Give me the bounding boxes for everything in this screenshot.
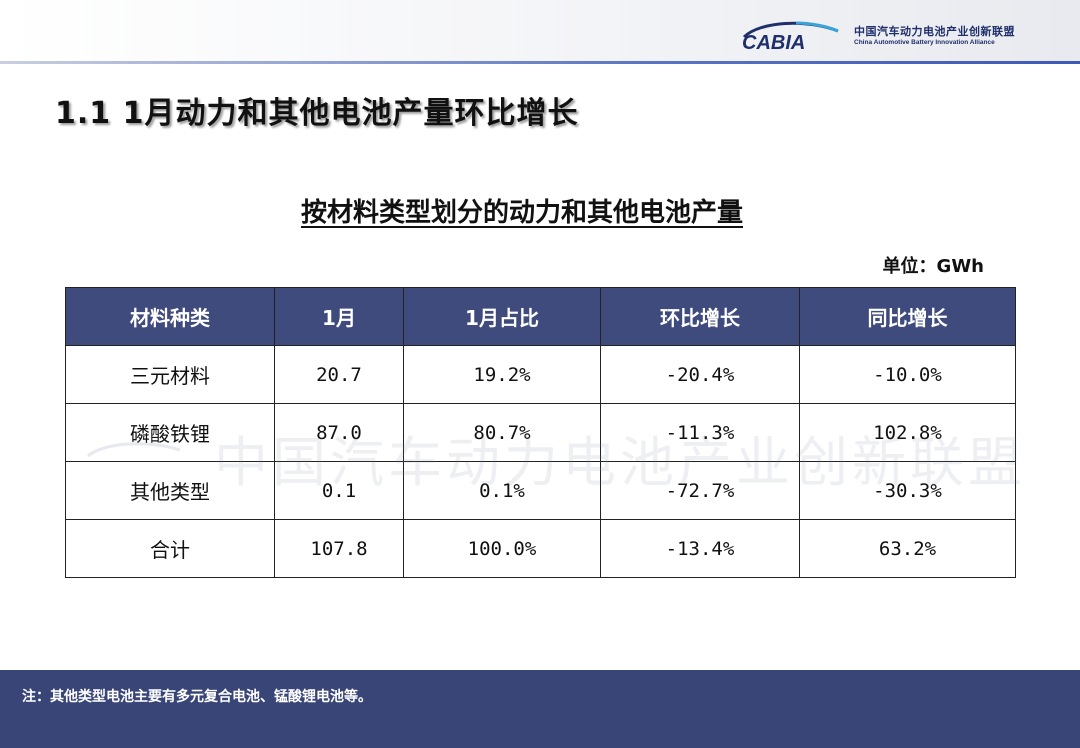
logo-text-block: 中国汽车动力电池产业创新联盟 China Automotive Battery … [854, 25, 1054, 47]
brand-name-cn: 中国汽车动力电池产业创新联盟 [854, 25, 1015, 38]
table-cell: -11.3% [600, 403, 800, 462]
column-header: 1月占比 [403, 287, 601, 346]
table-cell: 80.7% [403, 403, 601, 462]
column-header: 环比增长 [600, 287, 800, 346]
footer-band [0, 670, 1080, 748]
header-band [0, 0, 1080, 62]
table-cell: 0.1% [403, 461, 601, 520]
table-row: 合计 107.8 100.0% -13.4% 63.2% [65, 519, 1016, 578]
table-cell: 107.8 [274, 519, 404, 578]
table-cell: 63.2% [799, 519, 1016, 578]
table-row: 磷酸铁锂 87.0 80.7% -11.3% 102.8% [65, 403, 1016, 462]
header-divider [0, 61, 1080, 64]
material-type-cell: 磷酸铁锂 [65, 403, 275, 462]
table-heading: 按材料类型划分的动力和其他电池产量 [0, 192, 1080, 229]
total-label-cell: 合计 [65, 519, 275, 578]
cabia-logo: CABIA [742, 21, 839, 51]
unit-label: 单位：GWh [882, 256, 984, 277]
column-header: 材料种类 [65, 287, 275, 346]
table-cell: -30.3% [799, 461, 1016, 520]
material-type-cell: 三元材料 [65, 345, 275, 404]
table-cell: -10.0% [799, 345, 1016, 404]
column-header: 同比增长 [799, 287, 1016, 346]
table-cell: 19.2% [403, 345, 601, 404]
column-header: 1月 [274, 287, 404, 346]
brand-name-en: China Automotive Battery Innovation Alli… [854, 39, 995, 46]
page-title: 1.1 1月动力和其他电池产量环比增长 [55, 96, 579, 131]
table-header-row: 材料种类 1月 1月占比 环比增长 同比增长 [65, 287, 1016, 346]
footer-note: 注：其他类型电池主要有多元复合电池、锰酸锂电池等。 [22, 689, 372, 705]
table-cell: -13.4% [600, 519, 800, 578]
table-cell: 20.7 [274, 345, 404, 404]
material-type-cell: 其他类型 [65, 461, 275, 520]
table-cell: 100.0% [403, 519, 601, 578]
production-table: 材料种类 1月 1月占比 环比增长 同比增长 三元材料 20.7 19.2% -… [65, 287, 1016, 578]
logo-wordmark: CABIA [742, 32, 805, 51]
table-cell: -72.7% [600, 461, 800, 520]
table-heading-text: 按材料类型划分的动力和其他电池产量 [300, 198, 743, 228]
table-cell: -20.4% [600, 345, 800, 404]
table-cell: 0.1 [274, 461, 404, 520]
table-row: 三元材料 20.7 19.2% -20.4% -10.0% [65, 345, 1016, 404]
table-row: 其他类型 0.1 0.1% -72.7% -30.3% [65, 461, 1016, 520]
table-cell: 87.0 [274, 403, 404, 462]
table-cell: 102.8% [799, 403, 1016, 462]
